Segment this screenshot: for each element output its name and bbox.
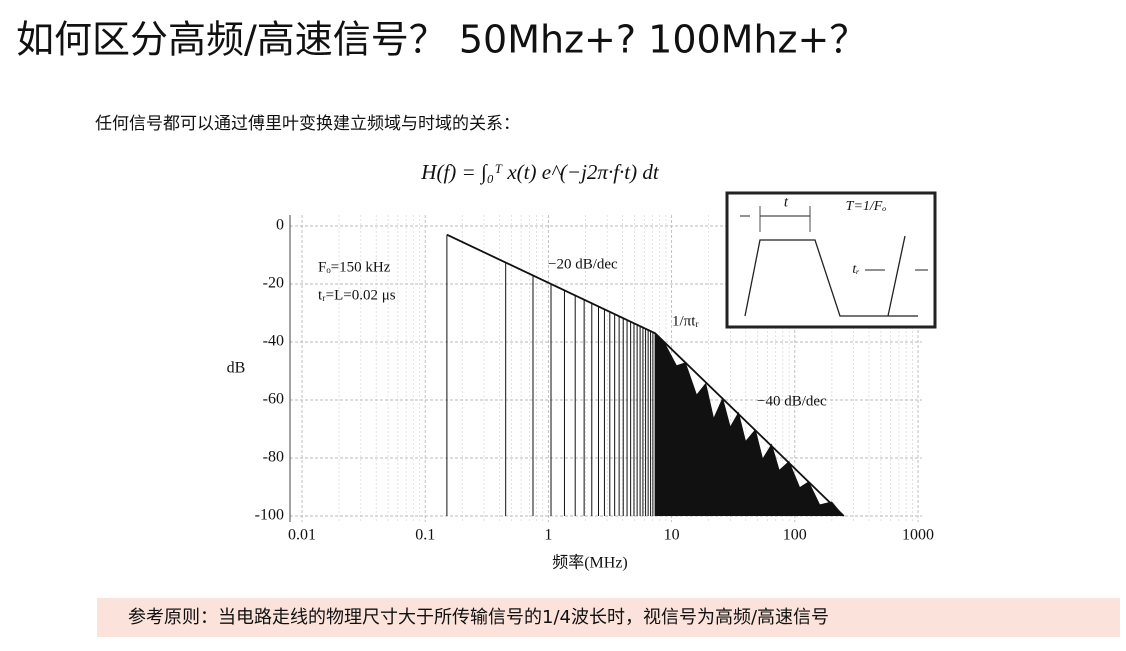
x-tick-label: 0.01 xyxy=(288,527,316,544)
inset-label: T=1/Fₒ xyxy=(846,199,887,214)
y-tick-label: 0 xyxy=(276,217,284,234)
y-tick-label: -40 xyxy=(263,333,284,350)
y-tick-label: -100 xyxy=(255,507,284,524)
y-axis-label: dB xyxy=(227,360,246,377)
annotation: −20 dB/dec xyxy=(548,256,618,272)
formula: H(f) = ∫₀ᵀ x(t) e^(−j2π·f·t) dt xyxy=(420,160,660,185)
inset-diagram: t T=1/Fₒ tᵣ xyxy=(725,191,937,329)
x-tick-label: 1000 xyxy=(902,527,934,544)
x-tick-label: 100 xyxy=(783,527,807,544)
dimension-tick xyxy=(759,206,811,232)
annotation: Fₒ=150 kHz xyxy=(318,259,391,275)
inset-frame xyxy=(725,191,937,329)
annotation: 1/πtᵣ xyxy=(672,313,699,329)
x-axis-label: 频率(MHz) xyxy=(552,554,628,572)
slide-title: 如何区分高频/高速信号？ 50Mhz+? 100Mhz+？ xyxy=(16,18,867,62)
annotation: tᵣ=L=0.02 μs xyxy=(318,287,396,303)
waveform-edge xyxy=(887,235,906,317)
x-tick-label: 10 xyxy=(664,527,680,544)
footnote-band xyxy=(97,598,1120,637)
x-tick-label: 0.1 xyxy=(415,527,435,544)
envelope-line xyxy=(446,233,845,517)
x-tick-label: 1 xyxy=(544,527,552,544)
waveform xyxy=(744,239,918,317)
chart: 0.01 0.1 1 10 100 1000 0 -20 -40 -60 -80 -100 频率(MHz… xyxy=(227,215,934,572)
spectrum-area xyxy=(655,333,844,516)
y-tick-label: -80 xyxy=(263,449,284,466)
y-tick-label: -20 xyxy=(263,275,284,292)
y-tick-label: -60 xyxy=(263,391,284,408)
footnote: 参考原则：当电路走线的物理尺寸大于所传输信号的1/4波长时，视信号为高频/高速信… xyxy=(128,607,829,628)
intro-text: 任何信号都可以通过傅里叶变换建立频域与时域的关系： xyxy=(95,114,520,134)
inset-label: t xyxy=(784,194,789,210)
annotation: −40 dB/dec xyxy=(757,393,827,409)
inset-label: tᵣ xyxy=(852,262,859,277)
